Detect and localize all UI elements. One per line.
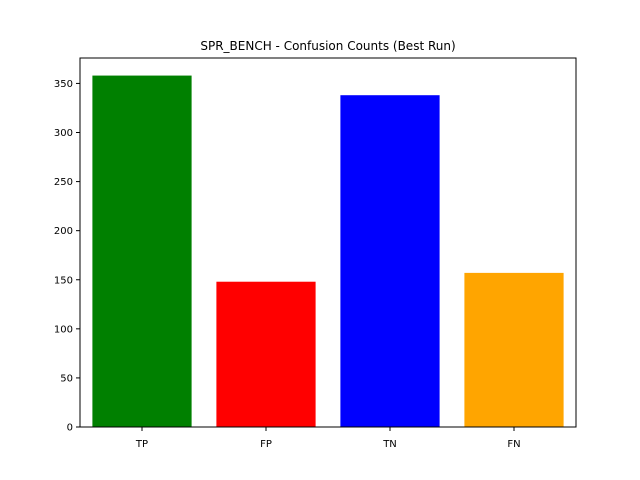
x-tick-label: FP: [260, 439, 272, 450]
x-tick-label: TN: [382, 439, 397, 450]
axes-frame: [79, 57, 577, 428]
bar-tn: [340, 95, 440, 427]
chart-title: SPR_BENCH - Confusion Counts (Best Run): [200, 39, 455, 53]
y-tick-label: 150: [54, 275, 73, 286]
y-tick-label: 200: [54, 226, 73, 237]
bar-fp: [216, 281, 316, 427]
y-tick-label: 300: [54, 128, 73, 139]
plot-area: 0 50 100 150 200 250 300 350 TP FP TN FN: [54, 57, 577, 450]
y-tick-label: 350: [54, 79, 73, 90]
bar-fn: [464, 272, 564, 427]
bar-tp: [92, 75, 192, 428]
x-tick-label: FN: [507, 439, 520, 450]
y-tick-label: 100: [54, 324, 73, 335]
y-tick-label: 250: [54, 177, 73, 188]
y-tick-label: 0: [67, 423, 73, 434]
y-tick-label: 50: [60, 373, 73, 384]
x-tick-label: TP: [135, 439, 148, 450]
